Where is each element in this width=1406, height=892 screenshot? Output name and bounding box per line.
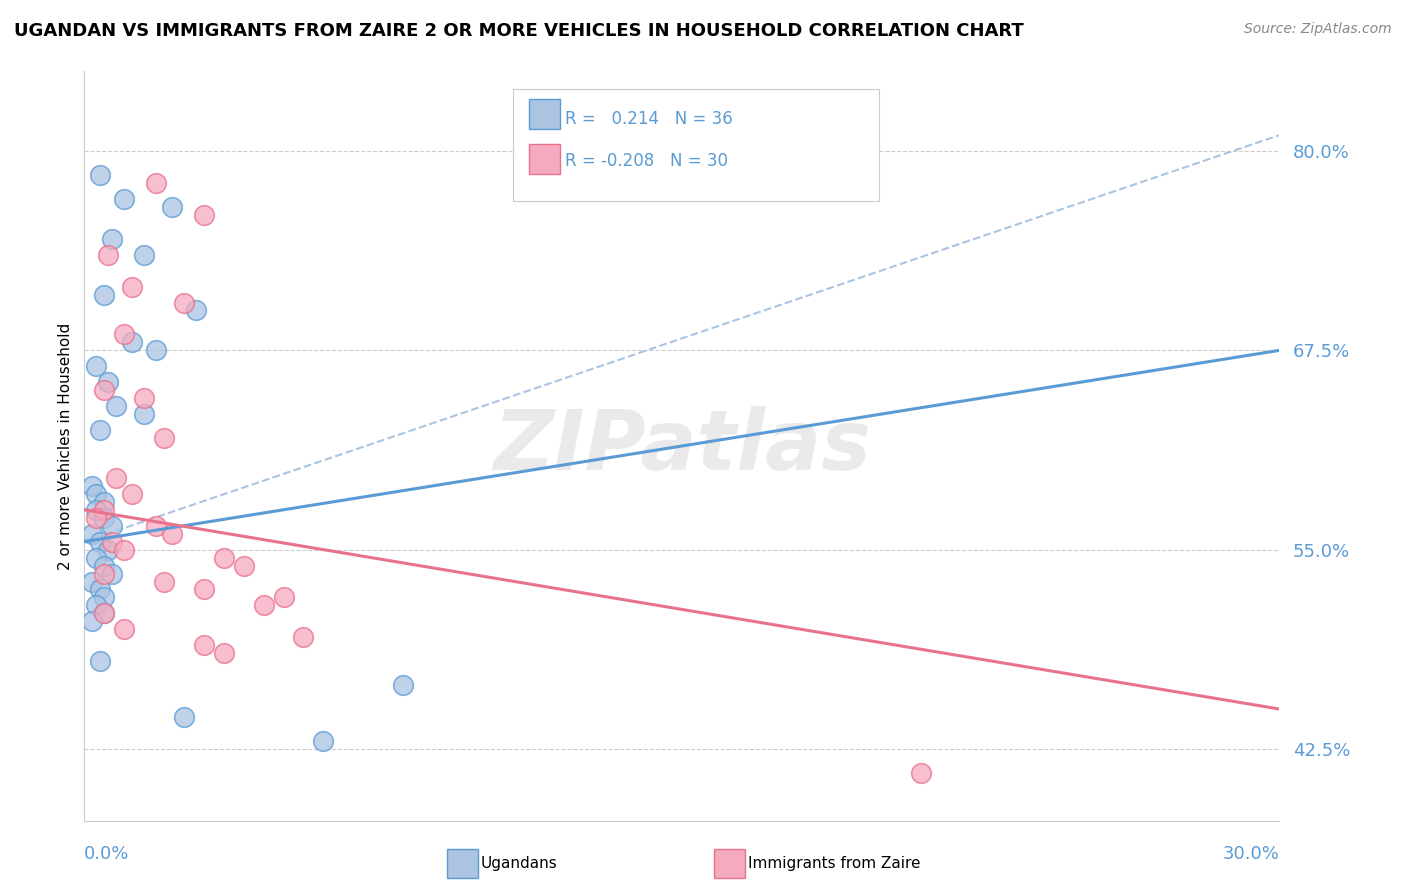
Point	[160, 526, 183, 541]
Point	[93, 510, 115, 524]
Point	[105, 471, 128, 485]
Y-axis label: 2 or more Vehicles in Household: 2 or more Vehicles in Household	[58, 322, 73, 570]
Point	[910, 765, 932, 780]
Point	[173, 295, 195, 310]
Point	[86, 510, 108, 524]
Text: R = -0.208   N = 30: R = -0.208 N = 30	[565, 152, 728, 169]
Point	[93, 287, 115, 301]
Point	[82, 479, 104, 493]
Point	[292, 630, 315, 644]
Text: Ugandans: Ugandans	[481, 856, 558, 871]
Point	[97, 542, 120, 557]
Point	[101, 518, 124, 533]
Point	[273, 591, 295, 605]
Point	[312, 734, 335, 748]
Point	[97, 248, 120, 262]
Point	[82, 526, 104, 541]
Point	[82, 574, 104, 589]
Point	[121, 279, 143, 293]
Text: Source: ZipAtlas.com: Source: ZipAtlas.com	[1244, 22, 1392, 37]
Point	[121, 487, 143, 501]
Point	[97, 376, 120, 390]
Point	[132, 248, 156, 262]
Text: Immigrants from Zaire: Immigrants from Zaire	[748, 856, 921, 871]
Point	[89, 654, 111, 668]
Point	[112, 327, 135, 342]
Text: UGANDAN VS IMMIGRANTS FROM ZAIRE 2 OR MORE VEHICLES IN HOUSEHOLD CORRELATION CHA: UGANDAN VS IMMIGRANTS FROM ZAIRE 2 OR MO…	[14, 22, 1024, 40]
Point	[112, 542, 135, 557]
Point	[112, 623, 135, 637]
Point	[93, 558, 115, 573]
Point	[132, 391, 156, 405]
Point	[212, 646, 235, 660]
Point	[101, 232, 124, 246]
Point	[86, 359, 108, 374]
Point	[86, 487, 108, 501]
Point	[184, 303, 207, 318]
Point	[112, 192, 135, 206]
Point	[101, 534, 124, 549]
Point	[89, 423, 111, 437]
Point	[253, 599, 276, 613]
Text: 0.0%: 0.0%	[84, 845, 129, 863]
Point	[121, 335, 143, 350]
Text: 30.0%: 30.0%	[1223, 845, 1279, 863]
Point	[392, 678, 415, 692]
Point	[93, 566, 115, 581]
Point	[173, 710, 195, 724]
Point	[153, 574, 176, 589]
Text: ZIPatlas: ZIPatlas	[494, 406, 870, 486]
Point	[82, 615, 104, 629]
Point	[93, 607, 115, 621]
Point	[145, 343, 167, 358]
Point	[153, 431, 176, 445]
Point	[145, 176, 167, 190]
Text: R =   0.214   N = 36: R = 0.214 N = 36	[565, 110, 733, 128]
Point	[160, 200, 183, 214]
Point	[101, 566, 124, 581]
Point	[193, 208, 215, 222]
Point	[93, 383, 115, 397]
Point	[93, 502, 115, 516]
Point	[86, 502, 108, 516]
Point	[86, 599, 108, 613]
Point	[105, 399, 128, 413]
Point	[232, 558, 254, 573]
Point	[89, 534, 111, 549]
Point	[86, 550, 108, 565]
Point	[93, 495, 115, 509]
Point	[89, 582, 111, 597]
Point	[93, 591, 115, 605]
Point	[93, 607, 115, 621]
Point	[193, 638, 215, 652]
Point	[193, 582, 215, 597]
Point	[89, 168, 111, 182]
Point	[132, 407, 156, 421]
Point	[212, 550, 235, 565]
Point	[145, 518, 167, 533]
